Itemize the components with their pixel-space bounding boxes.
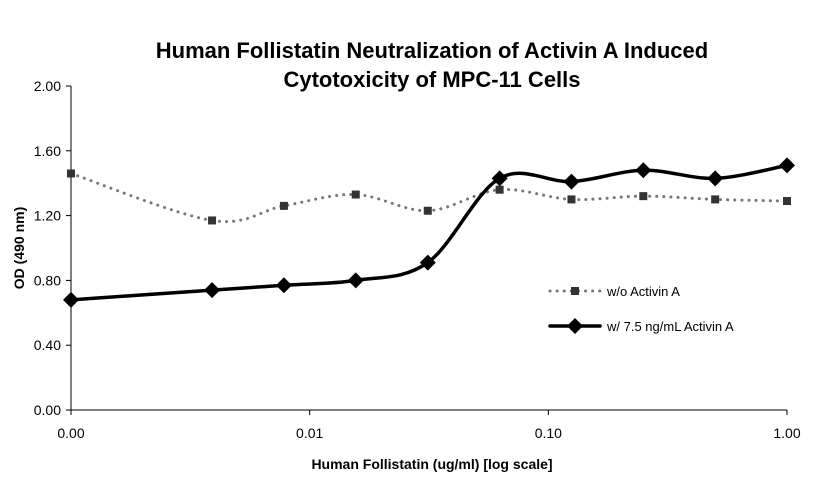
x-tick-label: 0.01 (296, 425, 323, 441)
data-point (423, 206, 432, 215)
series-line-1 (69, 163, 789, 302)
y-tick-label: 1.20 (34, 208, 61, 224)
data-point (711, 195, 720, 204)
series-1 (63, 157, 795, 308)
chart-title-line-1: Human Follistatin Neutralization of Acti… (156, 38, 708, 63)
data-point (67, 169, 75, 178)
series-group (63, 157, 795, 308)
legend-marker-0 (571, 287, 579, 295)
data-point (495, 185, 504, 194)
data-point (567, 195, 576, 204)
legend: w/o Activin A w/ 7.5 ng/mL Activin A (548, 284, 734, 334)
y-axis-label: OD (490 nm) (11, 207, 27, 289)
series-0 (67, 169, 791, 225)
y-tick-label: 2.00 (34, 78, 61, 94)
y-tick-label: 1.60 (34, 143, 61, 159)
legend-label-1: w/ 7.5 ng/mL Activin A (606, 319, 734, 334)
data-point (208, 216, 217, 225)
data-point (347, 272, 364, 289)
y-tick-label: 0.80 (34, 272, 61, 288)
data-point (639, 192, 648, 201)
chart-title-line-2: Cytotoxicity of MPC-11 Cells (283, 67, 580, 92)
y-tick-label: 0.40 (34, 337, 61, 353)
data-point (491, 170, 508, 187)
data-point (204, 282, 221, 299)
data-point (779, 157, 795, 174)
data-point (783, 197, 791, 206)
x-tick-label: 0.10 (535, 425, 562, 441)
data-point (279, 201, 288, 210)
series-line-0 (69, 171, 789, 224)
data-point (635, 162, 652, 179)
legend-marker-1 (567, 318, 583, 334)
data-point (419, 254, 436, 271)
data-point (275, 277, 292, 294)
y-tick-label: 0.00 (34, 402, 61, 418)
x-tick-label: 0.00 (57, 425, 84, 441)
axes: 0.00 0.40 0.80 1.20 1.60 2.00 0.00 0.01 0.10 1.00 (34, 78, 801, 441)
data-point (563, 173, 580, 190)
legend-label-0: w/o Activin A (606, 284, 680, 299)
data-point (63, 291, 79, 308)
x-tick-label: 1.00 (773, 425, 800, 441)
data-point (707, 170, 724, 187)
x-axis-label: Human Follistatin (ug/ml) [log scale] (311, 456, 552, 472)
data-point (351, 190, 360, 199)
